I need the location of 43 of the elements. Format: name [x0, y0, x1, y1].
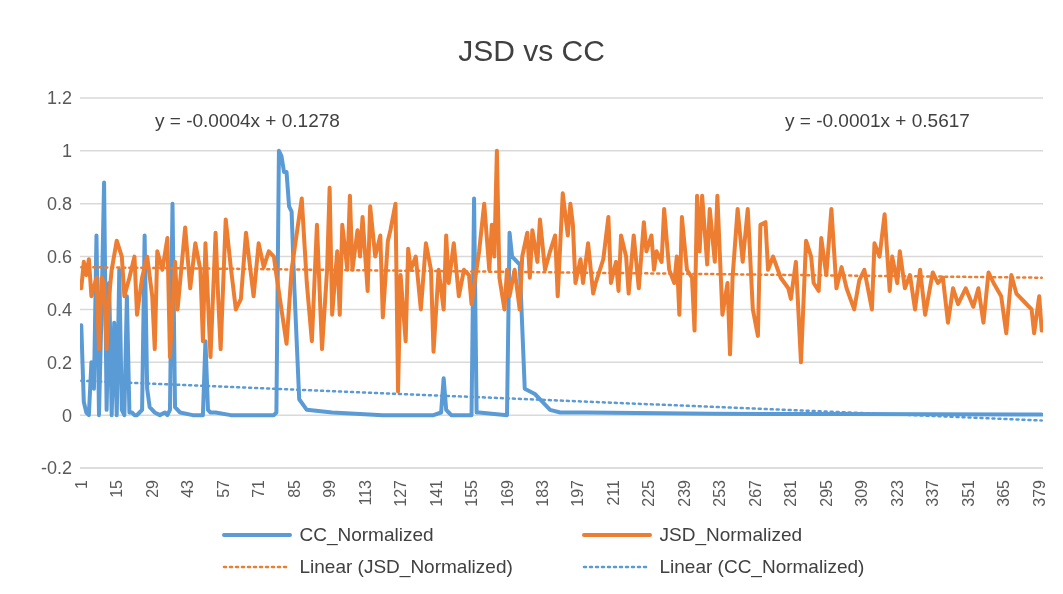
x-tick-label: 127 — [392, 479, 410, 507]
x-tick-label: 15 — [108, 479, 126, 498]
annotation: y = -0.0004x + 0.1278 — [155, 110, 340, 132]
annotation: y = -0.0001x + 0.5617 — [785, 110, 970, 132]
legend-label: CC_Normalized — [299, 524, 434, 546]
x-tick-label: 281 — [782, 479, 800, 507]
y-tick-label: 0.8 — [46, 194, 72, 215]
x-tick-label: 141 — [427, 479, 445, 507]
x-tick-label: 309 — [853, 479, 871, 507]
y-tick-label: 0.4 — [46, 299, 72, 320]
x-tick-label: 365 — [995, 479, 1013, 507]
y-tick-label: -0.2 — [40, 458, 72, 479]
x-tick-label: 337 — [924, 479, 942, 507]
x-tick-label: 239 — [675, 479, 693, 507]
x-tick-label: 267 — [746, 479, 764, 507]
x-tick-label: 197 — [569, 479, 587, 507]
y-tick-label: 1 — [61, 141, 72, 162]
x-tick-label: 225 — [640, 479, 658, 507]
x-tick-label: 183 — [533, 479, 551, 507]
x-tick-label: 155 — [463, 479, 481, 507]
x-tick-label: 295 — [817, 479, 835, 507]
x-tick-label: 43 — [179, 479, 197, 498]
y-tick-label: 1.2 — [46, 88, 72, 109]
x-tick-label: 323 — [888, 479, 906, 507]
legend-label: Linear (JSD_Normalized) — [299, 556, 513, 578]
x-tick-label: 351 — [959, 479, 977, 507]
legend-label: Linear (CC_Normalized) — [659, 556, 865, 578]
x-tick-label: 379 — [1030, 479, 1048, 507]
x-tick-label: 57 — [214, 479, 232, 498]
y-tick-label: 0 — [61, 405, 72, 426]
x-tick-label: 29 — [143, 479, 161, 498]
y-tick-label: 0.2 — [46, 352, 72, 373]
x-tick-label: 169 — [498, 479, 516, 507]
x-tick-label: 253 — [711, 479, 729, 507]
chart-title: JSD vs CC — [457, 33, 606, 69]
x-tick-label: 85 — [285, 479, 303, 498]
x-tick-label: 113 — [356, 479, 374, 506]
x-tick-label: 99 — [321, 479, 339, 498]
y-tick-label: 0.6 — [46, 246, 72, 267]
x-tick-label: 211 — [604, 479, 622, 506]
x-tick-label: 71 — [250, 479, 268, 498]
legend-label: JSD_Normalized — [659, 524, 803, 546]
x-tick-label: 1 — [72, 479, 90, 489]
